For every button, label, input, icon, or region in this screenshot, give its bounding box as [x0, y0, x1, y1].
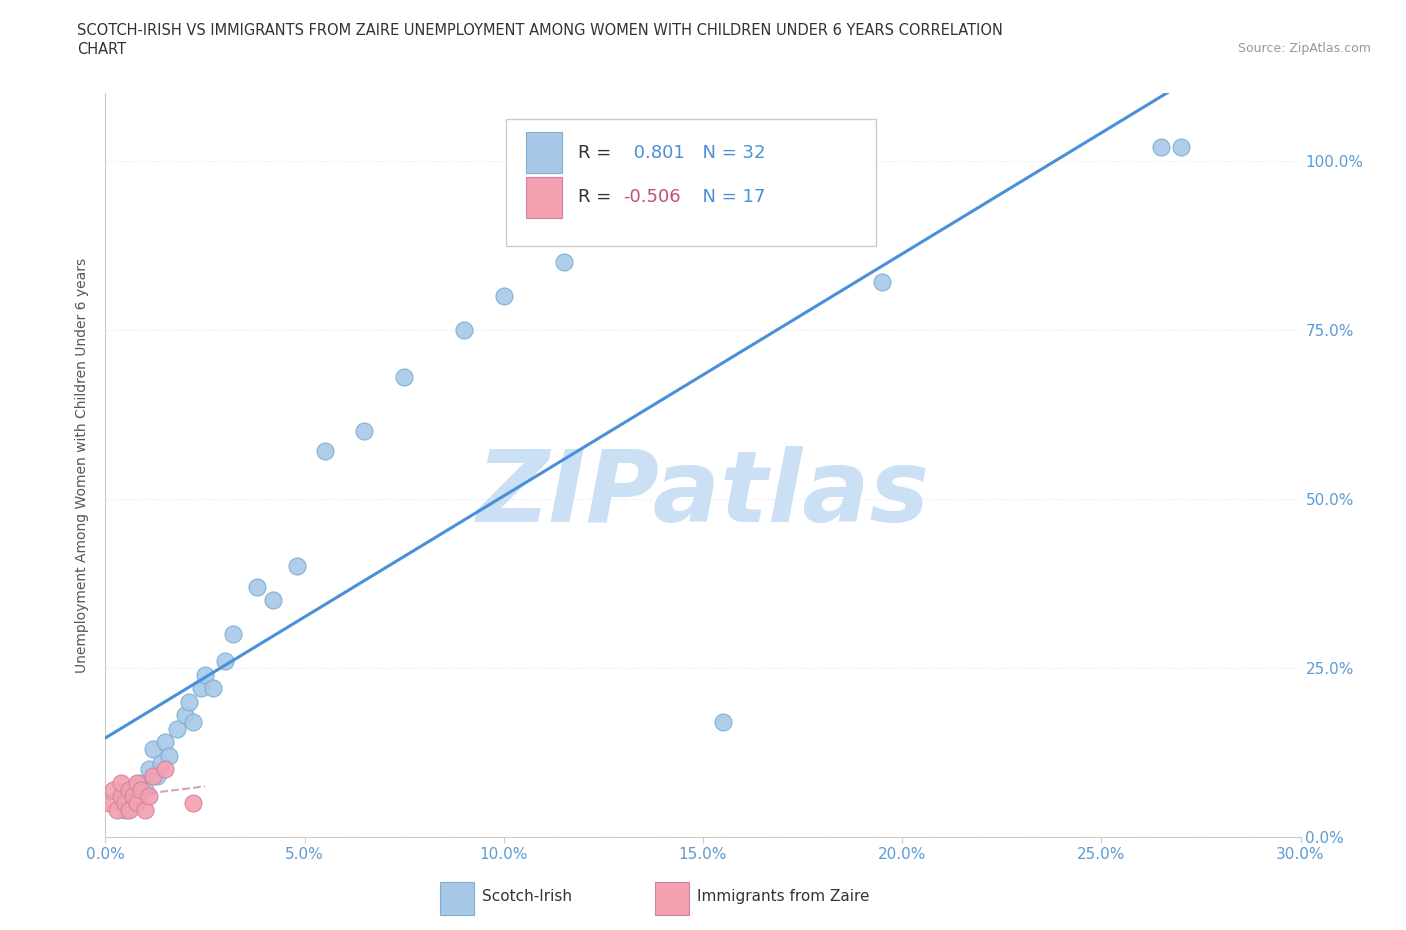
Point: [150, 755, 173, 770]
Point: [134, 782, 156, 797]
Point: [127, 776, 149, 790]
Point: [157, 749, 180, 764]
Point: [98, 796, 121, 811]
Text: Scotch-Irish: Scotch-Irish: [482, 889, 572, 904]
Point: [285, 559, 308, 574]
Point: [202, 681, 225, 696]
FancyBboxPatch shape: [526, 132, 562, 173]
Text: N = 17: N = 17: [692, 188, 765, 206]
FancyBboxPatch shape: [526, 177, 562, 218]
Point: [107, 803, 129, 817]
Point: [134, 803, 156, 817]
Point: [194, 667, 217, 682]
Point: [129, 782, 153, 797]
Point: [138, 789, 160, 804]
Point: [110, 776, 132, 790]
Point: [146, 769, 169, 784]
Point: [110, 789, 132, 804]
Point: [492, 288, 515, 303]
Point: [114, 796, 136, 811]
Point: [127, 789, 149, 804]
Point: [872, 275, 894, 290]
Point: [174, 708, 197, 723]
Text: -0.506: -0.506: [623, 188, 681, 206]
Point: [127, 796, 149, 811]
Point: [553, 255, 575, 270]
Point: [181, 796, 204, 811]
Y-axis label: Unemployment Among Women with Children Under 6 years: Unemployment Among Women with Children U…: [76, 258, 90, 672]
Text: 0.801: 0.801: [627, 143, 685, 162]
Text: R =: R =: [578, 143, 616, 162]
Text: R =: R =: [578, 188, 616, 206]
Point: [453, 323, 475, 338]
Point: [153, 735, 177, 750]
Point: [177, 695, 201, 710]
Point: [1170, 140, 1192, 154]
Point: [122, 789, 145, 804]
Point: [214, 654, 236, 669]
Point: [246, 579, 269, 594]
Point: [153, 762, 177, 777]
Point: [118, 782, 141, 797]
FancyBboxPatch shape: [440, 882, 474, 915]
Point: [262, 592, 284, 607]
Point: [118, 803, 141, 817]
Point: [142, 741, 165, 756]
Point: [711, 714, 734, 729]
Point: [129, 776, 153, 790]
FancyBboxPatch shape: [655, 882, 689, 915]
Point: [181, 714, 204, 729]
Point: [1150, 140, 1173, 154]
Point: [353, 424, 375, 439]
Point: [142, 769, 165, 784]
Point: [166, 722, 188, 737]
Point: [314, 444, 336, 458]
Point: [190, 681, 212, 696]
Text: Immigrants from Zaire: Immigrants from Zaire: [697, 889, 869, 904]
Text: SCOTCH-IRISH VS IMMIGRANTS FROM ZAIRE UNEMPLOYMENT AMONG WOMEN WITH CHILDREN UND: SCOTCH-IRISH VS IMMIGRANTS FROM ZAIRE UN…: [77, 23, 1004, 38]
Text: Source: ZipAtlas.com: Source: ZipAtlas.com: [1237, 42, 1371, 55]
FancyBboxPatch shape: [506, 119, 876, 246]
Text: N = 32: N = 32: [692, 143, 765, 162]
Point: [138, 762, 160, 777]
Text: CHART: CHART: [77, 42, 127, 57]
Point: [114, 803, 136, 817]
Point: [103, 782, 125, 797]
Point: [222, 627, 245, 642]
Point: [392, 369, 416, 384]
Text: ZIPatlas: ZIPatlas: [477, 446, 929, 543]
